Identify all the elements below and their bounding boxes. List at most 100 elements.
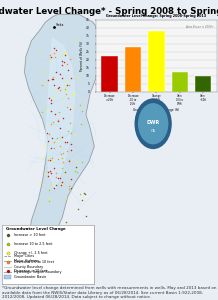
Point	[49, 101, 53, 106]
Point	[63, 50, 66, 55]
Point	[64, 89, 67, 94]
Point	[66, 148, 69, 153]
Point	[67, 83, 70, 88]
Point	[60, 76, 64, 81]
Point	[66, 68, 70, 73]
Point	[45, 107, 48, 112]
Point	[52, 145, 56, 150]
Point	[61, 98, 65, 102]
Point	[68, 121, 72, 125]
Point	[58, 125, 62, 130]
Point	[39, 180, 42, 185]
Point	[68, 184, 71, 189]
Title: Groundwater Level Change: Spring 2008-Spring 2013: Groundwater Level Change: Spring 2008-Sp…	[106, 14, 206, 18]
Point	[54, 48, 58, 53]
Text: Increase > 10 feet: Increase > 10 feet	[14, 233, 46, 237]
Point	[6, 232, 9, 237]
Text: CA: CA	[151, 129, 156, 133]
Point	[51, 158, 55, 163]
Point	[56, 85, 60, 90]
Point	[47, 132, 51, 137]
Point	[57, 157, 60, 162]
Text: Areas Shown in 2000+: Areas Shown in 2000+	[185, 25, 213, 28]
Point	[60, 135, 63, 140]
Point	[59, 152, 63, 157]
Text: Groundwater Basin: Groundwater Basin	[14, 275, 46, 279]
Point	[67, 158, 70, 163]
Point	[59, 182, 62, 187]
Point	[60, 166, 64, 170]
Point	[74, 165, 78, 170]
Point	[80, 197, 83, 202]
Point	[63, 170, 66, 175]
Point	[47, 139, 50, 144]
Point	[51, 93, 55, 98]
Point	[51, 120, 54, 124]
Point	[40, 50, 43, 54]
Point	[63, 140, 66, 145]
Point	[78, 103, 82, 108]
Point	[48, 53, 52, 58]
Point	[48, 58, 52, 62]
Text: Increase 10 to 2.5 feet: Increase 10 to 2.5 feet	[14, 242, 53, 246]
Point	[46, 78, 49, 82]
Point	[78, 192, 81, 197]
Point	[80, 159, 83, 164]
Text: County Boundary: County Boundary	[14, 265, 43, 268]
Point	[69, 76, 72, 80]
Point	[53, 140, 56, 144]
Point	[56, 176, 60, 180]
Point	[69, 186, 73, 191]
Text: *Groundwater level change determined from wells with measurements in wells. May : *Groundwater level change determined fro…	[2, 286, 217, 299]
Point	[58, 176, 61, 180]
Text: Miles: Miles	[36, 261, 43, 265]
Point	[58, 88, 62, 93]
Text: Hydrologic Region Boundary: Hydrologic Region Boundary	[14, 270, 61, 274]
Point	[54, 70, 58, 75]
Point	[66, 104, 69, 109]
Point	[61, 151, 65, 156]
Text: Major Cities: Major Cities	[14, 254, 34, 258]
Point	[66, 62, 69, 67]
Point	[49, 55, 53, 59]
Point	[50, 76, 54, 81]
Point	[69, 236, 72, 241]
Point	[74, 74, 78, 79]
Point	[59, 136, 62, 141]
Point	[47, 198, 50, 203]
Point	[57, 110, 61, 114]
Point	[65, 140, 69, 145]
Point	[64, 87, 67, 92]
Point	[69, 177, 72, 182]
Point	[52, 76, 55, 81]
Point	[6, 260, 9, 265]
Point	[50, 171, 53, 176]
Point	[68, 57, 72, 62]
Point	[49, 122, 53, 126]
Point	[6, 251, 9, 256]
Point	[43, 143, 46, 148]
Text: Major Highway: Major Highway	[14, 259, 39, 263]
Point	[69, 142, 73, 147]
Point	[83, 192, 86, 197]
Point	[62, 60, 66, 64]
Y-axis label: Percent of Wells (%): Percent of Wells (%)	[80, 40, 84, 70]
Bar	[172, 72, 188, 92]
Point	[53, 82, 56, 87]
Text: Change +/- 2.5 feet: Change +/- 2.5 feet	[14, 251, 48, 255]
Point	[42, 157, 45, 161]
Point	[59, 52, 63, 56]
Bar	[101, 56, 118, 92]
Text: N: N	[15, 254, 18, 258]
Point	[82, 190, 86, 195]
Point	[73, 169, 76, 174]
Point	[52, 51, 55, 56]
Point	[59, 88, 62, 92]
Point	[70, 104, 73, 109]
Point	[67, 186, 71, 191]
Point	[65, 195, 68, 200]
Bar	[148, 31, 165, 92]
Text: DWR: DWR	[146, 120, 160, 125]
Point	[50, 146, 53, 151]
Point	[50, 135, 54, 140]
